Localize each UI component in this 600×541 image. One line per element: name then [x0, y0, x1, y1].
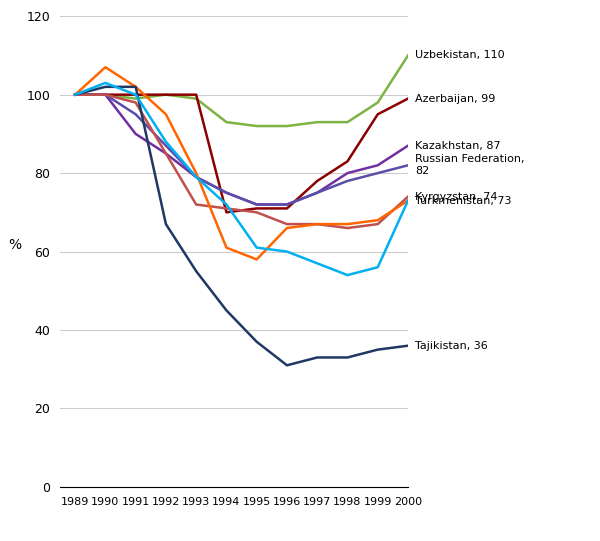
Text: Kazakhstan, 87: Kazakhstan, 87	[415, 141, 500, 150]
Text: Kyrgyzstan, 74: Kyrgyzstan, 74	[415, 192, 497, 202]
Text: Uzbekistan, 110: Uzbekistan, 110	[415, 50, 505, 61]
Text: Turkmenistan, 73: Turkmenistan, 73	[415, 196, 511, 206]
Text: Tajikistan, 36: Tajikistan, 36	[415, 341, 488, 351]
Text: Azerbaijan, 99: Azerbaijan, 99	[415, 94, 496, 103]
Y-axis label: %: %	[9, 237, 22, 252]
Text: Russian Federation,
82: Russian Federation, 82	[415, 155, 524, 176]
